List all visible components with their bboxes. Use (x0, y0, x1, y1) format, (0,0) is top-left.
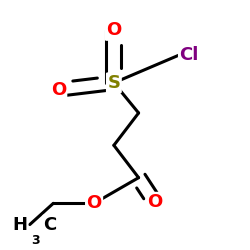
Text: Cl: Cl (180, 46, 199, 64)
Text: C: C (44, 216, 57, 234)
Text: 3: 3 (32, 234, 40, 247)
Text: S: S (108, 74, 120, 92)
Text: O: O (50, 80, 66, 98)
Text: O: O (147, 193, 162, 211)
Text: O: O (86, 194, 102, 212)
Text: H: H (12, 216, 27, 234)
Text: O: O (106, 22, 122, 40)
